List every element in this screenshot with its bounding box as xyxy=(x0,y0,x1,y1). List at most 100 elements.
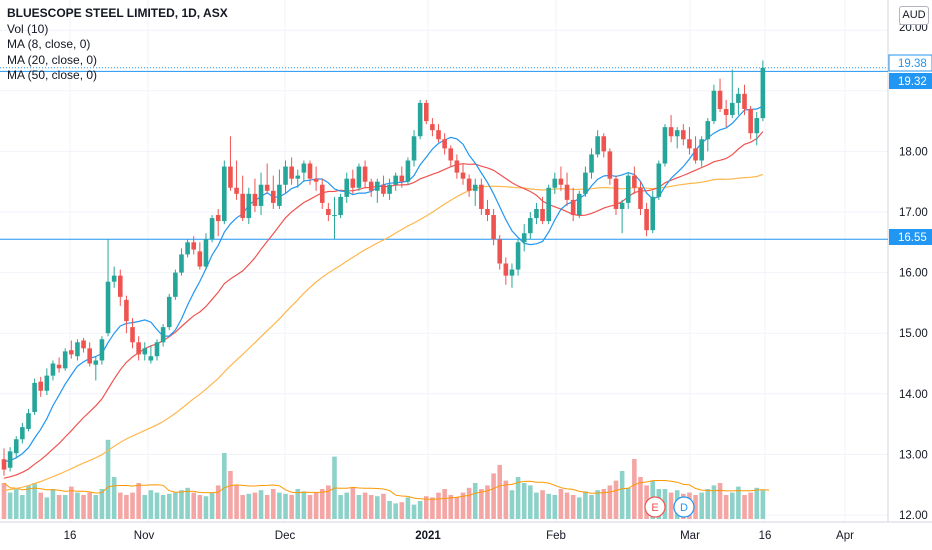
volume-bar xyxy=(344,492,350,519)
candle xyxy=(454,154,460,179)
candle-body xyxy=(375,181,380,191)
candle-body xyxy=(197,251,203,267)
candle xyxy=(228,136,233,191)
candle-body xyxy=(748,108,753,134)
candle-body xyxy=(632,175,637,188)
candle-body xyxy=(479,184,484,209)
price-axis[interactable]: 12.00 13.00 14.00 15.00 16.00 17.00 18.00 20.00… xyxy=(888,22,932,522)
candle-body xyxy=(166,296,172,328)
candle xyxy=(534,202,539,225)
volume-bar xyxy=(632,459,637,519)
candle-body xyxy=(546,187,551,222)
candle-body xyxy=(289,166,294,179)
candle xyxy=(521,224,527,252)
volume-bar xyxy=(693,495,698,519)
candle xyxy=(270,175,276,209)
candle-body xyxy=(32,382,37,412)
candle-body xyxy=(583,172,588,194)
candle xyxy=(283,160,288,194)
candle xyxy=(503,257,509,285)
candle xyxy=(356,163,362,191)
candle-body xyxy=(222,166,227,222)
candle-body xyxy=(344,178,350,197)
volume-bar xyxy=(436,492,441,519)
candle-body xyxy=(460,172,466,179)
candle xyxy=(528,212,533,240)
chart-grid xyxy=(0,0,932,523)
legend-ma50[interactable]: MA (50, close, 0) xyxy=(7,68,98,82)
volume-bar xyxy=(540,490,545,519)
candle xyxy=(124,295,129,334)
candle xyxy=(246,187,252,225)
candle-body xyxy=(362,166,368,182)
candle-body xyxy=(264,184,270,191)
volume-bar xyxy=(1,483,7,519)
ma8-line xyxy=(3,105,764,463)
price-tick-label: 16.00 xyxy=(899,268,928,280)
volume-bar xyxy=(521,483,527,519)
volume-bar xyxy=(270,489,276,519)
volume-bar xyxy=(552,495,558,519)
candle-body xyxy=(674,130,680,137)
legend-ma20[interactable]: MA (20, close, 0) xyxy=(7,52,98,67)
candle-body xyxy=(381,184,386,194)
volume-bar xyxy=(668,492,674,519)
legend-volume[interactable]: Vol (10) xyxy=(7,21,49,36)
volume-bar xyxy=(595,490,600,519)
candle-body xyxy=(368,181,374,191)
moving-averages xyxy=(3,105,764,491)
candle xyxy=(656,160,662,200)
candle-body xyxy=(454,160,460,173)
volume-bar xyxy=(503,480,509,519)
volume-bar xyxy=(215,485,221,519)
candle-body xyxy=(350,178,356,188)
volume-bars xyxy=(1,439,770,519)
volume-bar xyxy=(50,489,56,519)
currency-badge[interactable]: AUD xyxy=(899,6,929,25)
candle xyxy=(436,124,441,143)
candle-body xyxy=(313,178,319,182)
candle xyxy=(699,136,704,167)
candle xyxy=(564,172,570,206)
candle-body xyxy=(38,381,44,391)
volume-bar xyxy=(625,487,631,519)
volume-bar xyxy=(601,489,607,519)
volume-bar xyxy=(44,497,50,519)
candle-body xyxy=(558,178,564,185)
candle-body xyxy=(644,208,649,231)
candle xyxy=(589,148,594,179)
candle xyxy=(234,160,239,200)
candle-body xyxy=(485,208,490,216)
candle xyxy=(411,130,417,167)
candle xyxy=(301,160,307,182)
candle-body xyxy=(607,151,613,179)
volume-bar xyxy=(430,497,435,519)
candle-body xyxy=(393,175,398,185)
candle-body xyxy=(185,242,190,255)
candle xyxy=(277,169,282,209)
candle xyxy=(576,190,582,219)
candle-body xyxy=(13,439,19,454)
candle xyxy=(472,178,478,206)
volume-bar xyxy=(729,492,735,519)
time-axis[interactable]: 16 Nov Dec 2021 Feb Mar 16 Apr xyxy=(64,530,855,542)
candle xyxy=(197,242,203,270)
symbol-title[interactable]: BLUESCOPE STEEL LIMITED, 1D, ASX xyxy=(7,6,228,20)
candle xyxy=(693,136,698,164)
candle-body xyxy=(430,124,435,131)
volume-bar xyxy=(111,477,117,519)
candle-body xyxy=(515,242,521,270)
candle-body xyxy=(399,175,405,182)
volume-bar xyxy=(375,496,380,519)
candle xyxy=(583,166,588,197)
candle xyxy=(515,239,521,276)
volume-bar xyxy=(301,491,307,519)
candle-body xyxy=(534,208,539,219)
price-label-bg xyxy=(888,54,932,72)
candle xyxy=(442,133,447,155)
horizontal-lines[interactable] xyxy=(0,67,888,240)
legend-ma8[interactable]: MA (8, close, 0) xyxy=(7,37,91,51)
candle-body xyxy=(252,193,258,206)
